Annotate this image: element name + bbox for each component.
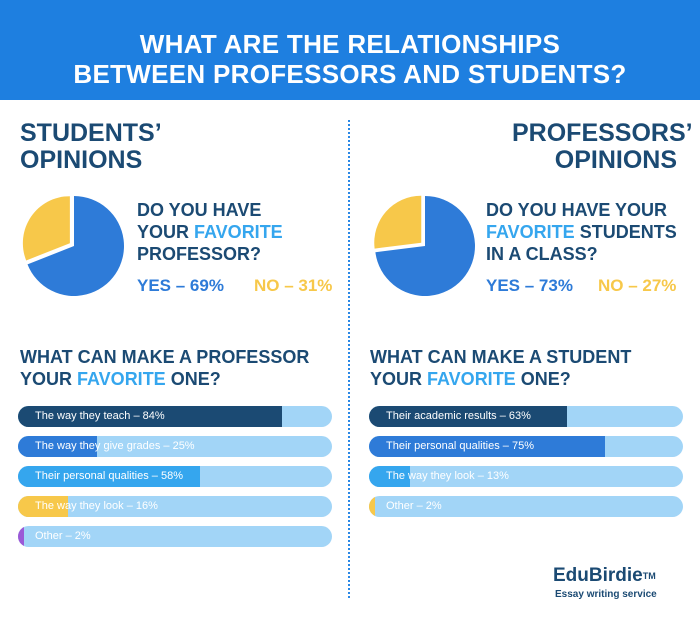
page-title-line2: BETWEEN PROFESSORS AND STUDENTS? bbox=[73, 59, 627, 89]
logo-name: EduBirdie bbox=[553, 565, 643, 586]
professors-bar-track: Their academic results – 63% bbox=[369, 406, 683, 427]
students-bar-fill bbox=[18, 436, 97, 457]
students-bar-label: The way they look – 16% bbox=[35, 500, 158, 512]
professors-pie-slice-no bbox=[374, 195, 422, 249]
professors-heading-line2: OPINIONS bbox=[554, 146, 677, 174]
professors-question: DO YOU HAVE YOUR FAVORITE STUDENTS IN A … bbox=[486, 199, 677, 265]
professors-bar-label: Other – 2% bbox=[386, 500, 442, 512]
students-pie-slice-yes bbox=[27, 196, 124, 296]
students-question-line2-pre: YOUR bbox=[137, 222, 195, 242]
students-bars-title-post: ONE? bbox=[165, 369, 221, 389]
students-bars-title-line2: YOUR FAVORITE ONE? bbox=[20, 368, 309, 390]
students-bar-fill bbox=[18, 406, 282, 427]
students-bars-title-pre: YOUR bbox=[20, 369, 78, 389]
page-title: WHAT ARE THE RELATIONSHIPS BETWEEN PROFE… bbox=[0, 29, 700, 89]
students-bar-track: The way they look – 16% bbox=[18, 496, 332, 517]
students-bar-label: Other – 2% bbox=[35, 530, 91, 542]
professors-bar-fill bbox=[369, 496, 376, 517]
students-pie-slice-no bbox=[22, 196, 70, 261]
students-yes-label: YES – 69% bbox=[137, 276, 224, 295]
students-bars-title-fav: FAVORITE bbox=[77, 369, 166, 389]
edubirdie-logo: EduBirdieTM bbox=[553, 565, 656, 587]
students-question: DO YOU HAVE YOUR FAVORITE PROFESSOR? bbox=[137, 199, 283, 265]
professors-bars-title-fav: FAVORITE bbox=[427, 369, 516, 389]
professors-bar-track: Other – 2% bbox=[369, 496, 683, 517]
students-question-line2: YOUR FAVORITE bbox=[137, 221, 283, 243]
students-pie-chart bbox=[22, 196, 124, 296]
professors-no-label: NO – 27% bbox=[598, 276, 677, 295]
professors-question-fav: FAVORITE bbox=[486, 222, 575, 242]
column-divider bbox=[348, 120, 350, 598]
professors-bar-track: The way they look – 13% bbox=[369, 466, 683, 487]
students-bars-title: WHAT CAN MAKE A PROFESSOR YOUR FAVORITE … bbox=[20, 346, 309, 390]
professors-bar-label: Their personal qualities – 75% bbox=[386, 440, 534, 452]
professors-bar-fill bbox=[369, 436, 605, 457]
professors-bars-title-line2: YOUR FAVORITE ONE? bbox=[370, 368, 631, 390]
professors-question-line2-post: STUDENTS bbox=[574, 222, 677, 242]
professors-bar-track: Their personal qualities – 75% bbox=[369, 436, 683, 457]
professors-bars-title-line1: WHAT CAN MAKE A STUDENT bbox=[370, 347, 632, 367]
students-no-label: NO – 31% bbox=[254, 276, 333, 295]
students-bar-label: Their personal qualities – 58% bbox=[35, 470, 183, 482]
students-bar-fill bbox=[18, 496, 69, 517]
students-question-line3: PROFESSOR? bbox=[137, 244, 262, 264]
professors-bars-title-post: ONE? bbox=[515, 369, 571, 389]
professors-question-line3: IN A CLASS? bbox=[486, 244, 598, 264]
students-bar-label: The way they give grades – 25% bbox=[35, 440, 195, 452]
students-bar-label: The way they teach – 84% bbox=[35, 410, 165, 422]
professors-question-line1: DO YOU HAVE YOUR bbox=[486, 200, 668, 220]
logo-tm: TM bbox=[642, 571, 656, 581]
students-bar-track: The way they give grades – 25% bbox=[18, 436, 332, 457]
professors-pie-slice-yes bbox=[375, 196, 475, 296]
professors-pie-chart bbox=[374, 195, 475, 296]
students-bar-track: Their personal qualities – 58% bbox=[18, 466, 332, 487]
students-question-line1: DO YOU HAVE bbox=[137, 200, 262, 220]
professors-question-line2: FAVORITE STUDENTS bbox=[486, 221, 677, 243]
students-bar-track: Other – 2% bbox=[18, 526, 332, 547]
professors-bar-label: Their academic results – 63% bbox=[386, 410, 531, 422]
professors-heading-line1: PROFESSORS’ bbox=[512, 119, 693, 147]
students-bar-track: The way they teach – 84% bbox=[18, 406, 332, 427]
students-heading: STUDENTS’ OPINIONS bbox=[20, 120, 162, 174]
students-heading-line2: OPINIONS bbox=[20, 146, 143, 174]
students-bar-fill bbox=[18, 526, 25, 547]
professors-yes-label: YES – 73% bbox=[486, 276, 573, 295]
page-title-line1: WHAT ARE THE RELATIONSHIPS bbox=[139, 29, 561, 59]
professors-bar-fill bbox=[369, 466, 410, 487]
students-bar-fill bbox=[18, 466, 201, 487]
professors-bars-title: WHAT CAN MAKE A STUDENT YOUR FAVORITE ON… bbox=[370, 346, 631, 390]
students-question-fav: FAVORITE bbox=[194, 222, 283, 242]
professors-bars-title-pre: YOUR bbox=[370, 369, 428, 389]
header-banner: WHAT ARE THE RELATIONSHIPS BETWEEN PROFE… bbox=[0, 0, 700, 100]
students-bars-title-line1: WHAT CAN MAKE A PROFESSOR bbox=[20, 347, 310, 367]
professors-heading: PROFESSORS’ OPINIONS bbox=[512, 119, 693, 174]
professors-bar-label: The way they look – 13% bbox=[386, 470, 509, 482]
professors-bar-fill bbox=[369, 406, 567, 427]
students-heading-line1: STUDENTS’ bbox=[20, 119, 162, 147]
logo-tagline: Essay writing service bbox=[555, 589, 657, 600]
